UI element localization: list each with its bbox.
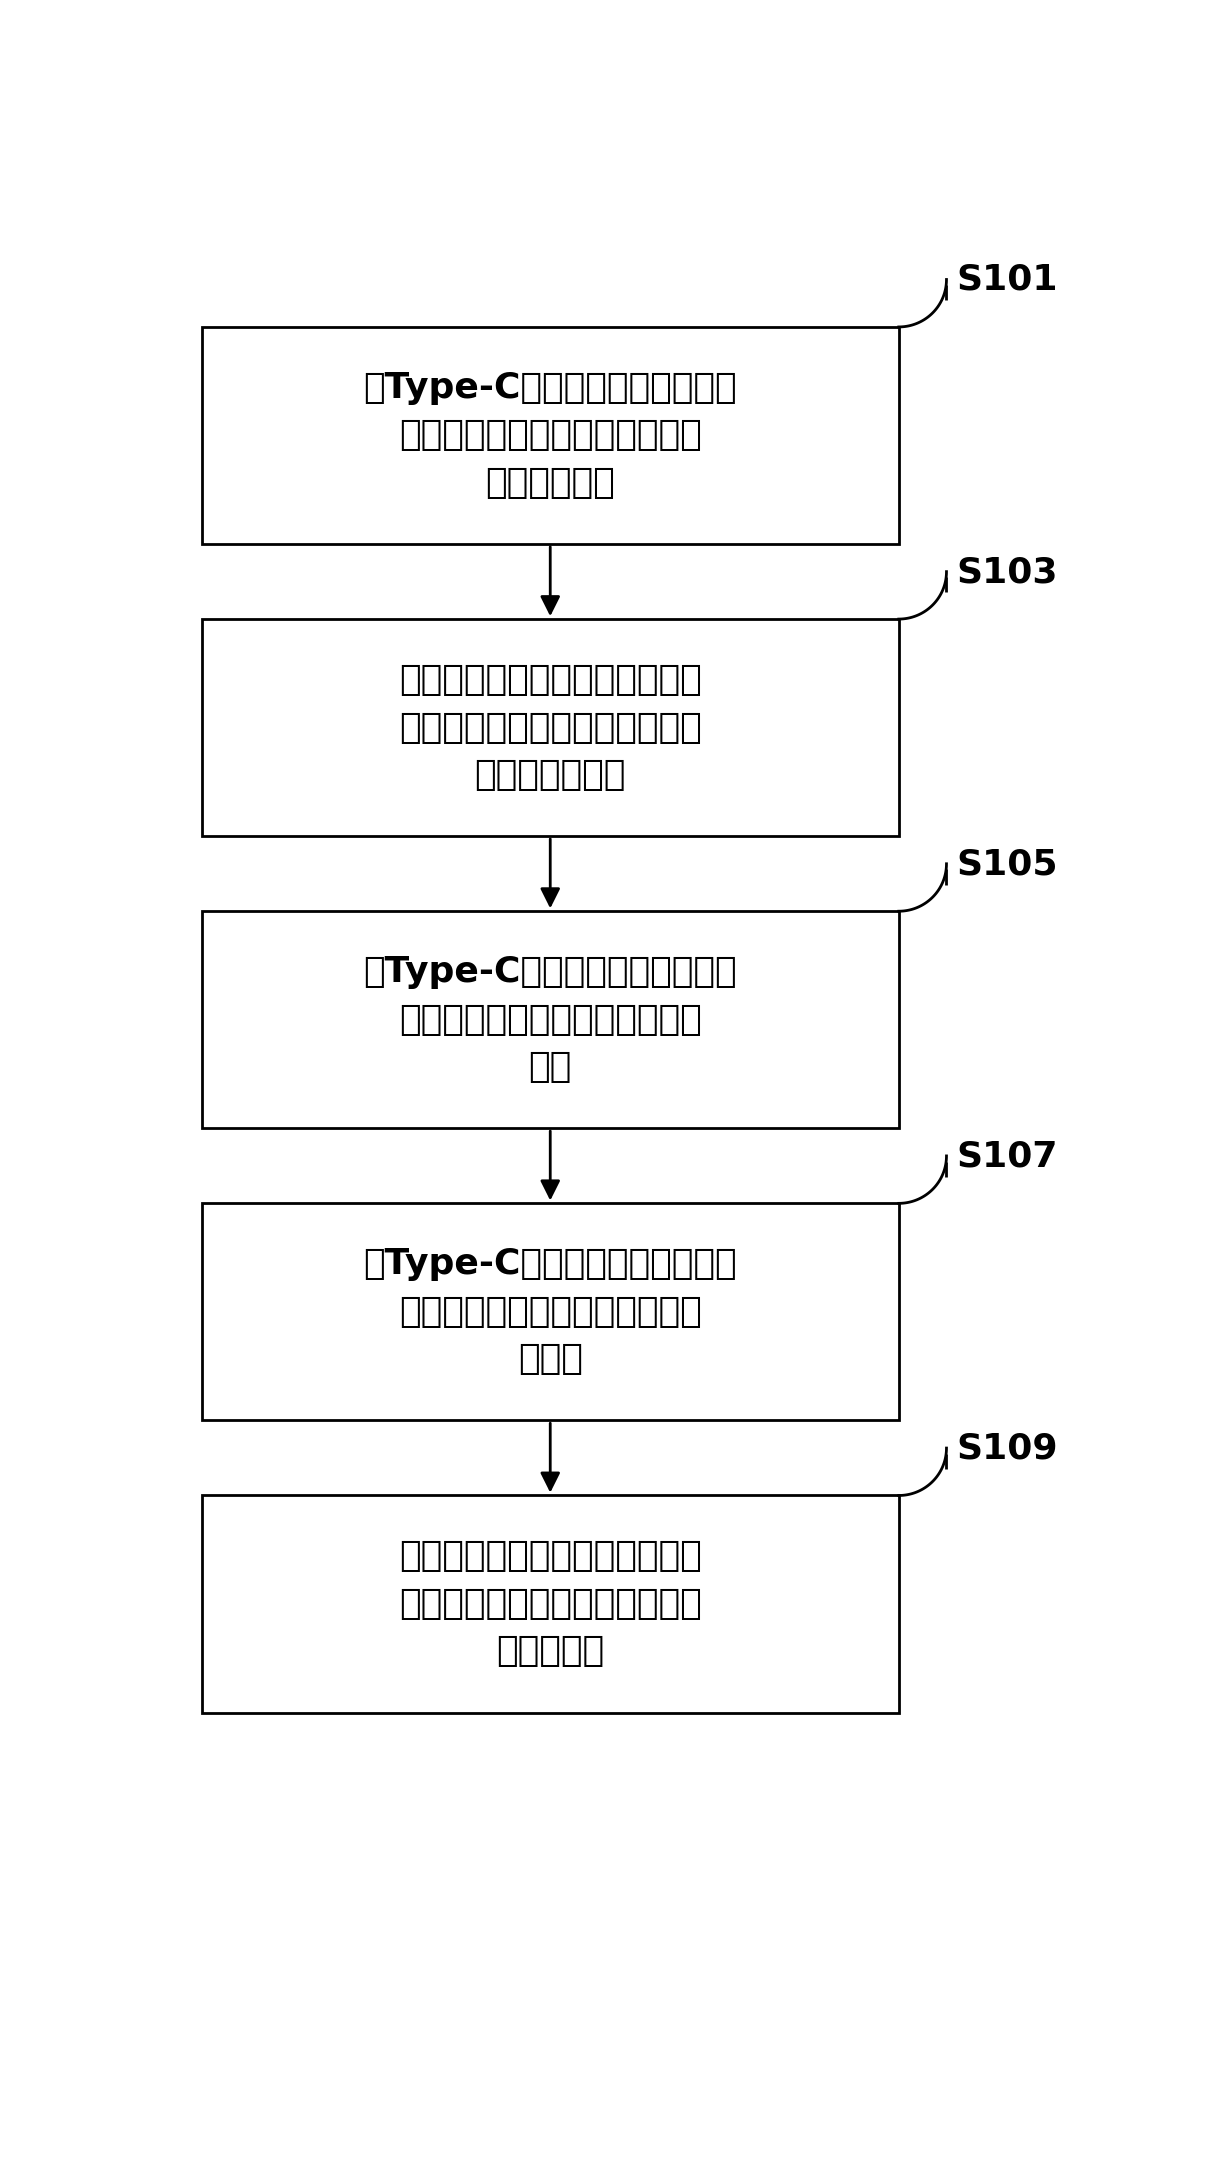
Text: S107: S107 (956, 1140, 1057, 1173)
Bar (202, 620, 898, 837)
Text: 基于直接存储器存取数据的交换
和寄存器程序的运行来访问基板
管理控制器: 基于直接存储器存取数据的交换 和寄存器程序的运行来访问基板 管理控制器 (399, 1539, 701, 1669)
Text: S103: S103 (956, 555, 1057, 590)
Text: 将基板管理控制器通过先进可扩
展接口桥通信连接到先进高性能
总线和仪表总线: 将基板管理控制器通过先进可扩 展接口桥通信连接到先进高性能 总线和仪表总线 (399, 663, 701, 791)
Bar (202, 327, 898, 544)
Text: 将Type-C接口通过通用串行总线
控制器通信连接到先进高性能总
线和仪表总线: 将Type-C接口通过通用串行总线 控制器通信连接到先进高性能总 线和仪表总线 (363, 371, 737, 501)
Text: S105: S105 (956, 848, 1057, 880)
Text: 从Type-C接口通过仪表总线向基
板管理控制器交换直接存储器存
取数据: 从Type-C接口通过仪表总线向基 板管理控制器交换直接存储器存 取数据 (363, 1247, 737, 1377)
Bar (202, 1203, 898, 1420)
Text: 从Type-C接口通过先进高性能总
线向基板管理控制器传输寄存器
程序: 从Type-C接口通过先进高性能总 线向基板管理控制器传输寄存器 程序 (363, 956, 737, 1084)
Text: S109: S109 (956, 1431, 1057, 1466)
Bar (202, 911, 898, 1127)
Text: S101: S101 (956, 262, 1057, 297)
Bar (202, 1496, 898, 1713)
